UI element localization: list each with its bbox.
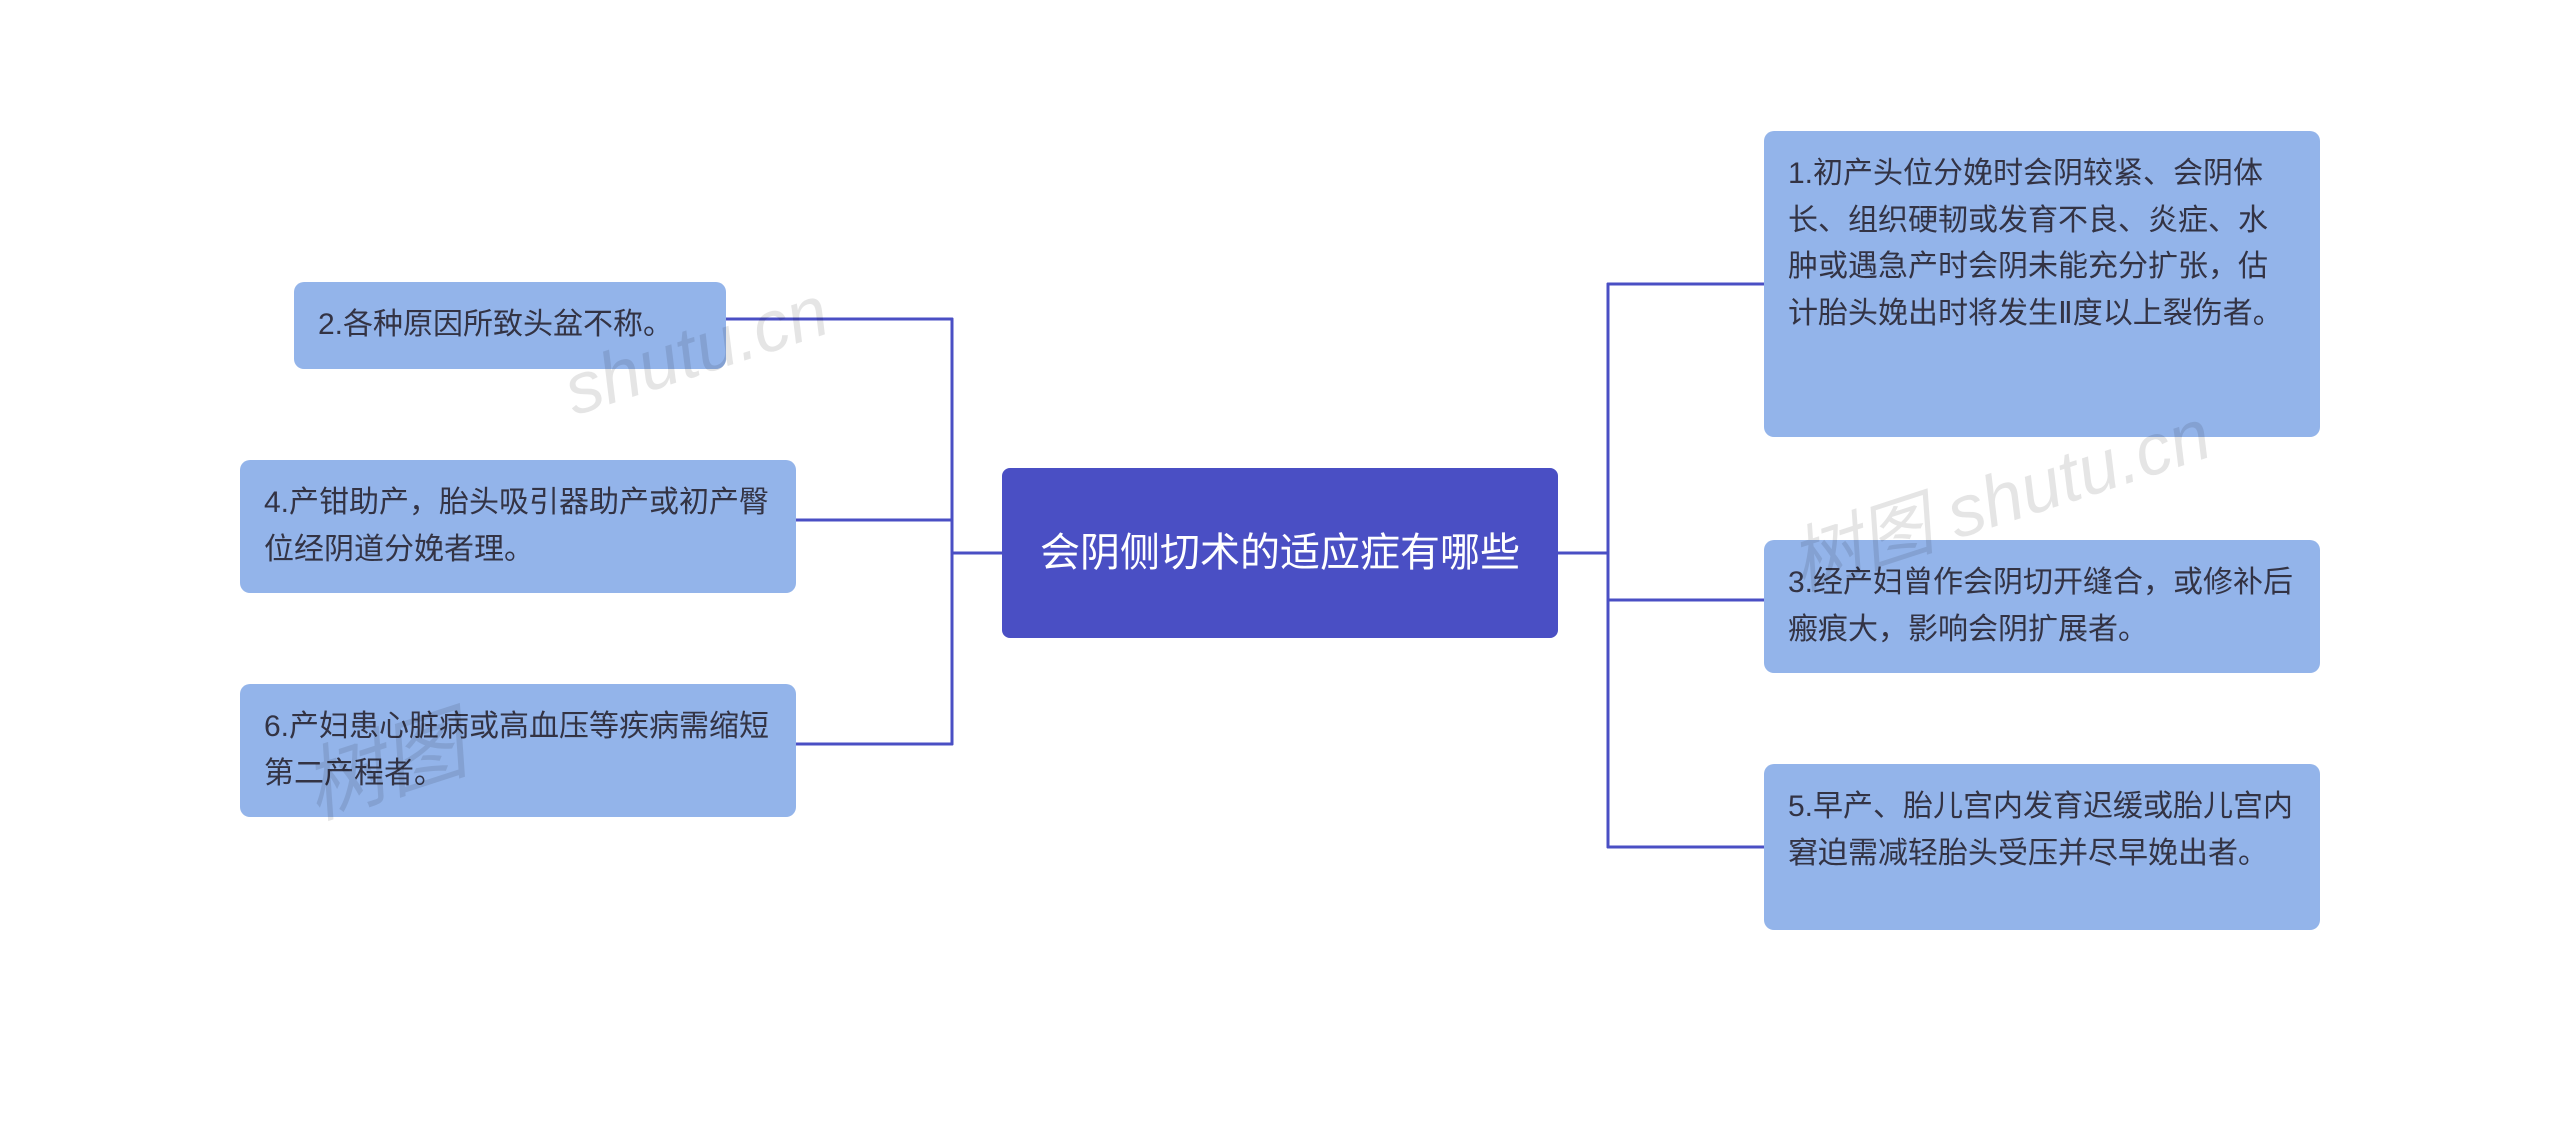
leaf-node-text: 2.各种原因所致头盆不称。 [318, 308, 673, 341]
leaf-node-n4: 4.产钳助产，胎头吸引器助产或初产臀位经阴道分娩者理。 [240, 460, 796, 593]
center-node: 会阴侧切术的适应症有哪些 [1002, 468, 1558, 638]
center-node-text: 会阴侧切术的适应症有哪些 [1040, 523, 1520, 583]
leaf-node-text: 4.产钳助产，胎头吸引器助产或初产臀位经阴道分娩者理。 [264, 486, 769, 566]
mindmap-canvas: 会阴侧切术的适应症有哪些 2.各种原因所致头盆不称。 4.产钳助产，胎头吸引器助产… [0, 0, 2560, 1132]
leaf-node-text: 6.产妇患心脏病或高血压等疾病需缩短第二产程者。 [264, 710, 769, 790]
leaf-node-n3: 3.经产妇曾作会阴切开缝合，或修补后瘢痕大，影响会阴扩展者。 [1764, 540, 2320, 673]
leaf-node-text: 1.初产头位分娩时会阴较紧、会阴体长、组织硬韧或发育不良、炎症、水肿或遇急产时会… [1788, 157, 2283, 330]
leaf-node-text: 5.早产、胎儿宫内发育迟缓或胎儿宫内窘迫需减轻胎头受压并尽早娩出者。 [1788, 790, 2293, 870]
leaf-node-n6: 6.产妇患心脏病或高血压等疾病需缩短第二产程者。 [240, 684, 796, 817]
leaf-node-text: 3.经产妇曾作会阴切开缝合，或修补后瘢痕大，影响会阴扩展者。 [1788, 566, 2293, 646]
leaf-node-n2: 2.各种原因所致头盆不称。 [294, 282, 726, 369]
leaf-node-n1: 1.初产头位分娩时会阴较紧、会阴体长、组织硬韧或发育不良、炎症、水肿或遇急产时会… [1764, 131, 2320, 437]
leaf-node-n5: 5.早产、胎儿宫内发育迟缓或胎儿宫内窘迫需减轻胎头受压并尽早娩出者。 [1764, 764, 2320, 930]
